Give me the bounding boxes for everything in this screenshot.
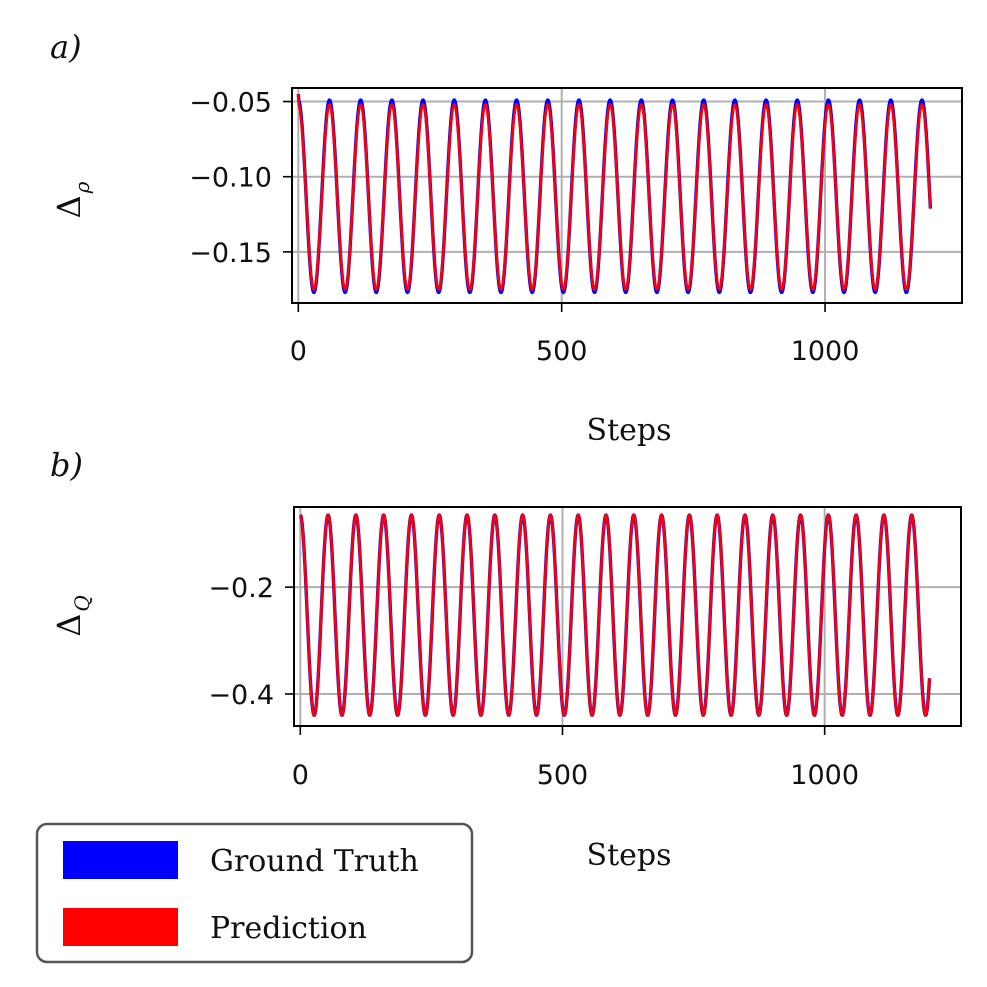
panel-b-ytick-label: −0.4: [208, 680, 274, 711]
panel-b-xlabel: Steps: [587, 838, 672, 873]
panel-a: a) Δρ 0 500 1000 −0.05 −0.10 −0.15 Steps: [50, 28, 963, 448]
svg-text:ΔQ: ΔQ: [50, 595, 94, 637]
panel-a-xtick-label: 0: [290, 336, 307, 367]
panel-b-xtick-label: 500: [537, 760, 589, 791]
panel-b-frame: [293, 506, 962, 727]
panel-b-ylabel-sub: Q: [70, 595, 94, 611]
panel-a-xtick-label: 500: [536, 336, 588, 367]
panel-b-series-prediction: [299, 513, 931, 717]
panel-a-ylabel: Δρ: [50, 181, 94, 218]
panel-a-series: [296, 93, 933, 295]
legend-swatch-ground-truth: [63, 841, 178, 879]
svg-text:Δρ: Δρ: [50, 181, 94, 218]
legend-label-ground-truth: Ground Truth: [210, 844, 419, 879]
panel-a-series-prediction: [297, 93, 932, 291]
panel-b-ylabel-main: Δ: [50, 614, 88, 637]
panel-b-ytick-label: −0.2: [208, 573, 274, 604]
panel-a-frame: [291, 87, 963, 304]
panel-b-series: [298, 513, 932, 717]
panel-a-label: a): [50, 28, 82, 66]
panel-a-ytick-label: −0.05: [189, 88, 272, 119]
legend-swatch-prediction: [63, 908, 178, 946]
panel-a-xlabel: Steps: [587, 413, 672, 448]
panel-a-ylabel-main: Δ: [50, 195, 88, 218]
panel-a-ticks: 0 500 1000 −0.05 −0.10 −0.15: [189, 88, 859, 367]
panel-b-label: b): [50, 446, 83, 484]
panel-b-ylabel: ΔQ: [50, 595, 94, 637]
panel-a-xtick-label: 1000: [791, 336, 860, 367]
panel-b-xtick-label: 1000: [790, 760, 859, 791]
panel-b-ticks: 0 500 1000 −0.2 −0.4: [208, 573, 859, 791]
panel-a-ytick-label: −0.10: [189, 163, 272, 194]
panel-a-ylabel-sub: ρ: [70, 181, 94, 194]
legend-label-prediction: Prediction: [210, 911, 367, 946]
legend: Ground Truth Prediction: [35, 822, 474, 964]
panel-a-ytick-label: −0.15: [189, 238, 272, 269]
panel-b-xtick-label: 0: [292, 760, 309, 791]
panel-b: b) ΔQ 0 500 1000 −0.2 −0.4 Steps: [50, 446, 962, 873]
